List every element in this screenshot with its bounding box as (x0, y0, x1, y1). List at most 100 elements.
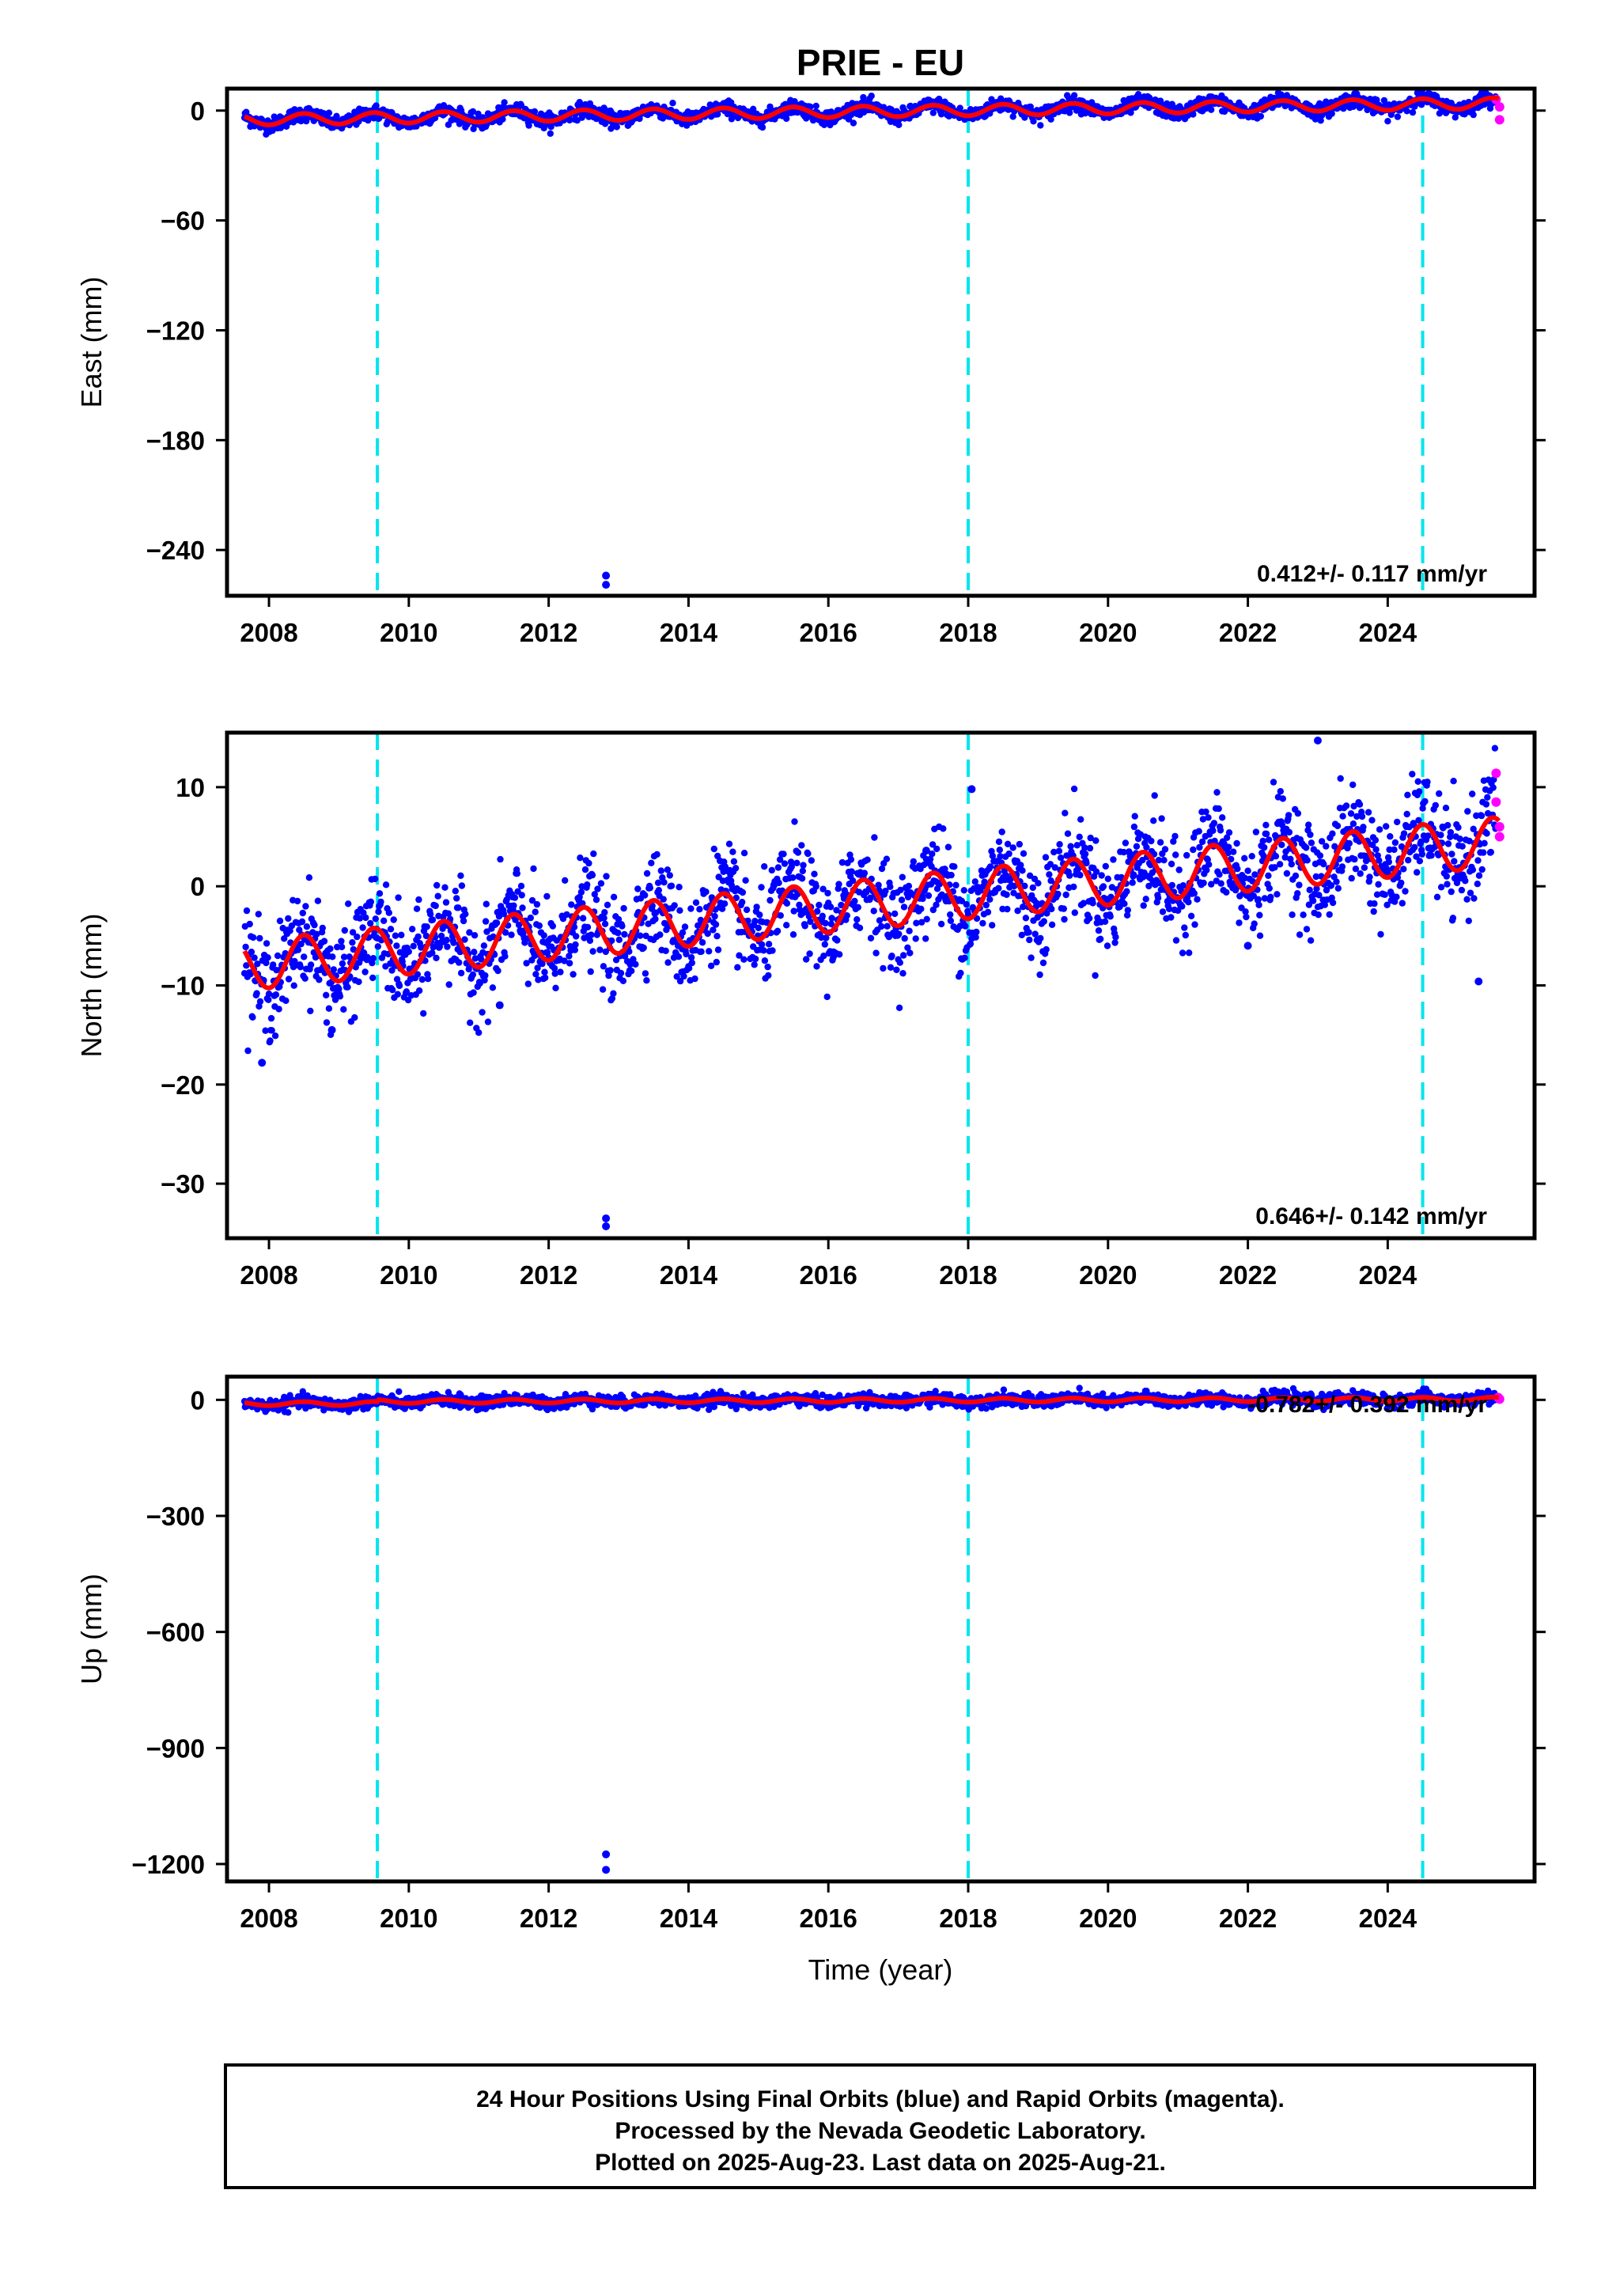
data-point (1150, 817, 1157, 824)
data-point (1151, 792, 1158, 799)
data-point (1168, 881, 1176, 889)
data-point (243, 907, 251, 915)
data-point (764, 963, 771, 971)
data-point (1305, 901, 1313, 908)
data-point (1370, 907, 1377, 915)
data-point (248, 949, 255, 956)
data-point (584, 923, 592, 931)
data-point (519, 904, 526, 911)
data-point (369, 974, 377, 982)
data-point (479, 1009, 486, 1016)
data-point (1384, 869, 1391, 876)
data-point (1453, 879, 1461, 887)
data-point (469, 971, 477, 979)
data-point (1475, 872, 1483, 879)
data-point (600, 915, 607, 922)
data-point (263, 959, 270, 967)
data-point (443, 936, 450, 944)
data-point (836, 951, 843, 958)
data-point (301, 953, 308, 960)
data-point (1373, 891, 1381, 898)
data-point (1039, 959, 1047, 967)
y-tick-label: 10 (176, 773, 205, 802)
data-point (340, 953, 348, 960)
data-point (897, 886, 904, 894)
data-point (1051, 864, 1059, 871)
data-point (1294, 890, 1301, 897)
data-point (1474, 857, 1482, 864)
data-point (339, 960, 346, 968)
data-point (458, 882, 466, 889)
data-point (643, 870, 651, 877)
data-point (541, 968, 548, 976)
data-point (669, 100, 676, 107)
data-point (900, 904, 908, 911)
y-tick-label: −20 (161, 1070, 205, 1100)
data-point (1384, 118, 1391, 125)
data-point (351, 108, 358, 116)
data-point (1107, 913, 1114, 920)
data-point (415, 987, 423, 995)
data-point (307, 1007, 314, 1015)
data-point (793, 859, 800, 867)
data-point (1306, 886, 1313, 894)
rapid-point (1491, 797, 1501, 807)
data-point (971, 878, 979, 885)
x-tick-label: 2012 (520, 1260, 577, 1290)
data-point (827, 904, 835, 911)
data-point (1195, 828, 1202, 835)
data-point (1159, 908, 1167, 915)
data-point (1323, 843, 1330, 850)
data-point (1276, 861, 1284, 868)
data-point (906, 949, 914, 957)
data-point (783, 115, 790, 123)
data-point (1436, 790, 1443, 798)
data-point (918, 905, 925, 913)
data-point (630, 956, 637, 963)
data-point (499, 116, 506, 123)
data-point (1318, 838, 1326, 845)
data-point (592, 896, 600, 904)
data-point (524, 980, 532, 987)
data-point (577, 888, 585, 896)
data-point (294, 946, 302, 953)
data-point (940, 825, 947, 832)
data-point (615, 915, 623, 923)
data-point (1170, 838, 1177, 845)
data-point (1030, 118, 1037, 125)
data-point (303, 923, 311, 930)
north-model-line (242, 815, 1501, 991)
data-point (1190, 846, 1197, 854)
north-rate-label: 0.646+/- 0.142 mm/yr (1255, 1203, 1487, 1229)
data-point (1217, 880, 1224, 887)
data-point (922, 935, 929, 942)
data-point (389, 987, 396, 994)
data-point (1421, 798, 1429, 805)
data-point (872, 949, 880, 957)
data-point (759, 941, 766, 949)
data-point (1062, 891, 1069, 899)
data-point (1086, 844, 1094, 852)
data-point (508, 931, 515, 938)
data-point (798, 842, 805, 849)
data-point (1217, 827, 1224, 834)
data-point (501, 953, 509, 960)
data-point (543, 949, 551, 957)
data-point (1216, 871, 1223, 878)
data-point (552, 984, 559, 992)
data-point (1323, 886, 1330, 894)
data-point (1409, 108, 1417, 116)
data-point (1233, 839, 1240, 847)
data-point (958, 897, 966, 905)
data-point (561, 957, 568, 964)
x-tick-label: 2010 (380, 1260, 437, 1290)
data-point (1055, 847, 1063, 854)
data-point (812, 102, 819, 110)
data-point (296, 926, 303, 934)
data-point (657, 867, 664, 874)
data-point (756, 911, 763, 919)
data-point (1348, 874, 1355, 882)
data-point (483, 928, 490, 935)
data-point (1168, 914, 1175, 921)
data-point (1154, 894, 1162, 902)
